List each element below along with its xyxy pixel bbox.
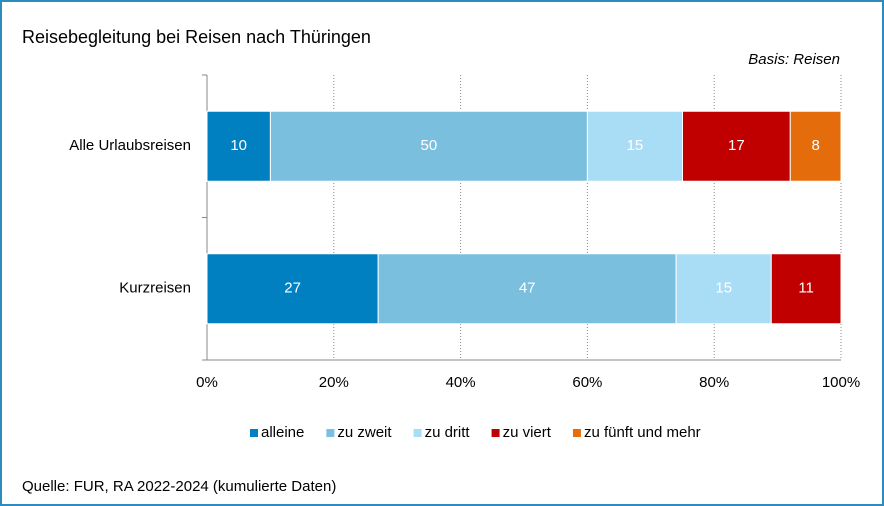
y-tick-label: Alle Urlaubsreisen [69,137,191,154]
legend-swatch [572,429,581,437]
data-label: 11 [798,280,814,297]
legend-label: alleine [261,424,304,441]
bar-segment [789,110,842,182]
data-label: 15 [715,280,732,297]
x-tick-label: 100% [822,374,860,391]
x-tick-label: 60% [572,374,602,391]
bar-segment [682,110,791,182]
data-label: 17 [728,137,745,154]
legend-swatch [413,429,422,437]
data-label: 47 [519,280,536,297]
legend-label: zu dritt [425,424,471,441]
bar-segment [377,253,677,325]
bar-segment [206,110,271,182]
legend-label: zu zweit [337,424,392,441]
data-label: 27 [284,280,301,297]
bar-segment [269,110,588,182]
legend-swatch [250,429,258,437]
data-label: 50 [421,137,438,154]
data-label: 15 [627,137,644,154]
x-tick-label: 80% [699,374,729,391]
x-tick-label: 40% [446,374,476,391]
legend-swatch [326,429,335,437]
x-tick-label: 0% [196,374,218,391]
bar-segment [770,253,842,325]
data-label: 10 [230,137,247,154]
legend-label: zu fünft und mehr [584,424,701,441]
chart-title: Reisebegleitung bei Reisen nach Thüringe… [22,27,371,47]
legend-swatch [491,429,500,437]
bar-segment [586,110,684,182]
chart-subtitle: Basis: Reisen [748,51,840,68]
source: Quelle: FUR, RA 2022-2024 (kumulierte Da… [22,478,336,495]
legend-label: zu viert [503,424,552,441]
data-label: 8 [811,137,819,154]
y-tick-label: Kurzreisen [119,280,191,297]
bar-segment [206,253,379,325]
x-tick-label: 20% [319,374,349,391]
